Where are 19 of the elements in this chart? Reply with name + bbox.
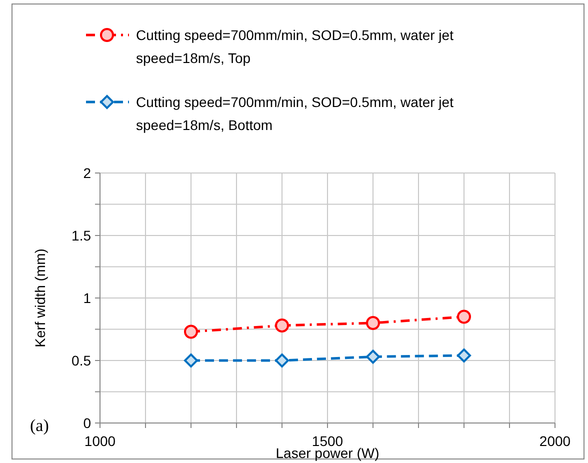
y-tick-label: 2 [83,164,92,181]
point [366,350,380,364]
y-tick-label: 1.5 [72,227,92,244]
point [184,324,198,339]
legend-label: Cutting speed=700mm/min, SOD=0.5mm, water jet speed=18m/s, Bottom [136,94,454,133]
y-tick-label: 0 [83,414,92,431]
point [366,316,380,330]
y-axis-title: Kerf width (mm) [32,248,48,348]
point [275,318,289,332]
point [457,310,471,324]
point [275,354,289,368]
text: (a) [30,416,49,435]
point [184,354,198,368]
x-tick-label: 1000 [84,433,116,449]
y-tick-label: 1 [83,290,92,306]
x-tick-label: 2000 [539,433,571,449]
legend-label: Cutting speed=700mm/min, SOD=0.5mm, water jet speed=18m/s, Top [136,26,454,66]
point [457,348,471,362]
y-tick-label: 0.5 [72,352,92,368]
